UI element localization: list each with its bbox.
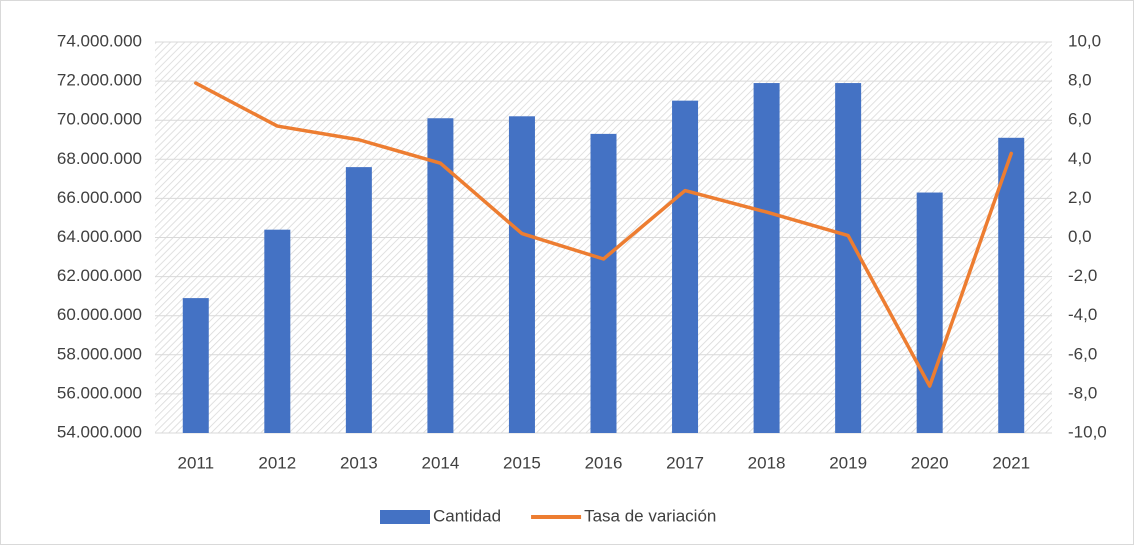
y2-tick-label: -2,0 xyxy=(1068,266,1097,285)
legend-label: Cantidad xyxy=(433,506,501,525)
bar xyxy=(835,83,862,434)
bar xyxy=(264,229,291,433)
y2-tick-label: 8,0 xyxy=(1068,71,1092,90)
y-tick-label: 66.000.000 xyxy=(57,188,142,207)
y2-tick-label: 10,0 xyxy=(1068,31,1101,50)
x-tick-label: 2016 xyxy=(585,453,623,472)
bar xyxy=(345,167,372,433)
y-tick-label: 54.000.000 xyxy=(57,422,142,441)
y2-tick-label: 4,0 xyxy=(1068,149,1092,168)
bar xyxy=(753,83,780,434)
y2-tick-label: 2,0 xyxy=(1068,188,1092,207)
x-tick-label: 2011 xyxy=(177,453,214,472)
line xyxy=(194,81,1013,388)
y-tick-label: 60.000.000 xyxy=(57,305,142,324)
x-tick-label: 2020 xyxy=(911,453,949,472)
y-tick-label: 68.000.000 xyxy=(57,149,142,168)
x-tick-label: 2015 xyxy=(503,453,541,472)
y-tick-label: 56.000.000 xyxy=(57,383,142,402)
bar xyxy=(916,192,943,433)
bar xyxy=(998,137,1025,434)
bar xyxy=(672,100,699,434)
x-tick-label: 2012 xyxy=(258,453,296,472)
y-tick-label: 70.000.000 xyxy=(57,110,142,129)
y2-tick-label: -6,0 xyxy=(1068,344,1097,363)
bar xyxy=(590,133,617,433)
y2-tick-label: -10,0 xyxy=(1068,422,1107,441)
y-tick-label: 74.000.000 xyxy=(57,31,142,50)
y2-tick-label: -4,0 xyxy=(1068,305,1097,324)
y-tick-label: 72.000.000 xyxy=(57,71,142,90)
y2-tick-label: -8,0 xyxy=(1068,383,1097,402)
x-tick-label: 2014 xyxy=(421,453,459,472)
bar xyxy=(182,298,209,433)
y2-tick-label: 6,0 xyxy=(1068,110,1092,129)
x-tick-label: 2013 xyxy=(340,453,378,472)
y-tick-label: 64.000.000 xyxy=(57,227,142,246)
x-tick-label: 2021 xyxy=(992,453,1030,472)
x-tick-label: 2018 xyxy=(748,453,786,472)
legend-label: Tasa de variación xyxy=(584,506,716,525)
bar xyxy=(508,116,535,433)
y-tick-label: 62.000.000 xyxy=(57,266,142,285)
x-tick-label: 2017 xyxy=(666,453,704,472)
legend-swatch xyxy=(380,510,430,524)
y2-tick-label: 0,0 xyxy=(1068,227,1092,246)
x-tick-label: 2019 xyxy=(829,453,867,472)
y-tick-label: 58.000.000 xyxy=(57,344,142,363)
